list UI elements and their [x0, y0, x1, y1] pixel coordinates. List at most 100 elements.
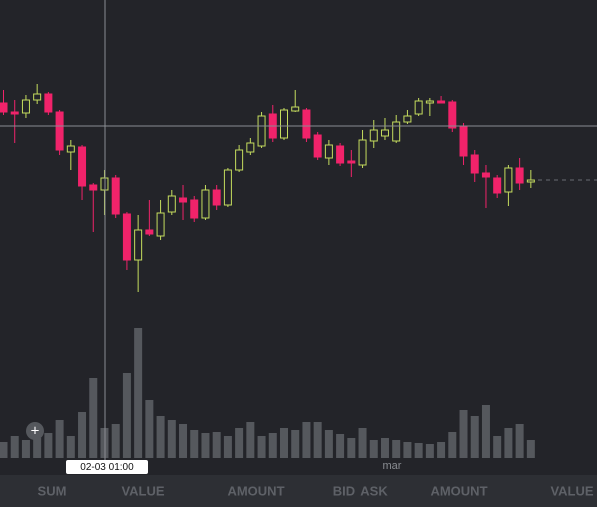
- volume-bar: [313, 422, 322, 458]
- volume-bar: [179, 424, 188, 458]
- volume-bar: [122, 373, 131, 458]
- candle-body: [493, 177, 502, 194]
- candle-body: [100, 177, 109, 191]
- volume-bar: [414, 443, 423, 458]
- volume-bar: [515, 424, 524, 458]
- volume-bar: [111, 424, 120, 458]
- volume-bar: [0, 442, 8, 458]
- volume-bar: [190, 430, 199, 458]
- candle-body: [44, 93, 53, 113]
- volume-bar: [347, 438, 356, 458]
- candle-body: [21, 99, 30, 114]
- toolbar-label: AMOUNT: [430, 483, 487, 498]
- candle-body: [280, 109, 288, 139]
- toolbar: [0, 475, 597, 507]
- volume-bar: [21, 440, 30, 458]
- candle-body: [425, 100, 434, 104]
- candle-body: [167, 195, 176, 213]
- candle-body: [10, 111, 19, 115]
- candle-body: [89, 184, 98, 191]
- volume-bar: [280, 428, 288, 458]
- volume-bar: [246, 422, 255, 458]
- candle-layer: [0, 84, 597, 292]
- volume-bar: [235, 428, 244, 458]
- toolbar-label: VALUE: [550, 483, 593, 498]
- volume-bar: [504, 428, 513, 458]
- volume-bar: [223, 436, 232, 458]
- volume-bar: [336, 434, 345, 458]
- candle-body: [291, 106, 300, 112]
- volume-bar: [358, 428, 367, 458]
- candle-body: [313, 134, 322, 158]
- add-button[interactable]: +: [26, 422, 44, 440]
- candle-body: [392, 121, 401, 142]
- volume-bar: [392, 440, 401, 458]
- volume-bar: [425, 444, 434, 458]
- candle-body: [179, 197, 188, 203]
- candle-body: [481, 172, 490, 178]
- candle-body: [459, 125, 468, 157]
- volume-bar: [134, 328, 143, 458]
- add-button-circle[interactable]: [26, 422, 44, 440]
- candle-body: [358, 139, 367, 166]
- volume-bar: [291, 430, 300, 458]
- volume-bar: [380, 438, 389, 458]
- candle-body: [201, 189, 210, 219]
- candle-body: [246, 142, 255, 153]
- candle-body: [302, 109, 311, 139]
- candle-body: [212, 189, 221, 206]
- volume-bar: [324, 430, 333, 458]
- candle-body: [235, 149, 244, 171]
- candle-body: [55, 111, 64, 151]
- candle-body: [190, 199, 199, 219]
- candle-body: [414, 100, 423, 115]
- volume-bar: [493, 436, 502, 458]
- volume-bar: [145, 400, 154, 458]
- volume-bar: [448, 432, 457, 458]
- volume-bar: [33, 438, 42, 458]
- candle-body: [122, 213, 131, 261]
- volume-bar: [302, 422, 311, 458]
- volume-bar: [437, 442, 446, 458]
- toolbar-label: SUM: [38, 483, 67, 498]
- volume-bar: [459, 410, 468, 458]
- candle-body: [470, 154, 479, 174]
- candle-body: [78, 146, 87, 187]
- candle-body: [156, 212, 165, 237]
- x-label: mar: [383, 460, 402, 472]
- candle-body: [448, 101, 457, 129]
- volume-bar: [268, 433, 277, 458]
- volume-bar: [44, 433, 53, 458]
- candle-body: [0, 102, 8, 113]
- candle-body: [223, 169, 232, 206]
- candle-body: [111, 177, 120, 215]
- volume-bar: [369, 440, 378, 458]
- candle-body: [504, 167, 513, 193]
- candle-body: [33, 93, 42, 101]
- volume-bar: [55, 420, 64, 458]
- candle-body: [526, 179, 535, 183]
- candle-body: [66, 145, 75, 153]
- candle-body: [257, 115, 266, 147]
- candle-body: [336, 145, 345, 164]
- toolbar-label: AMOUNT: [227, 483, 284, 498]
- crosshair-label: 02-03 01:00: [80, 462, 134, 473]
- add-button-label[interactable]: +: [31, 422, 40, 439]
- volume-bar: [78, 412, 87, 458]
- toolbar-labels: SUM VALUE AMOUNT BID ASK AMOUNT VALUE: [38, 483, 594, 498]
- volume-bar: [66, 436, 75, 458]
- candle-body: [380, 129, 389, 137]
- volume-bar: [481, 405, 490, 458]
- volume-bar: [89, 378, 98, 458]
- volume-bar: [167, 420, 176, 458]
- volume-bar: [201, 433, 210, 458]
- candle-body: [369, 129, 378, 142]
- volume-bar: [156, 416, 165, 458]
- candle-body: [324, 144, 333, 159]
- volume-bar: [257, 436, 266, 458]
- volume-layer: [0, 328, 535, 458]
- candle-body: [145, 229, 154, 235]
- volume-bar: [470, 416, 479, 458]
